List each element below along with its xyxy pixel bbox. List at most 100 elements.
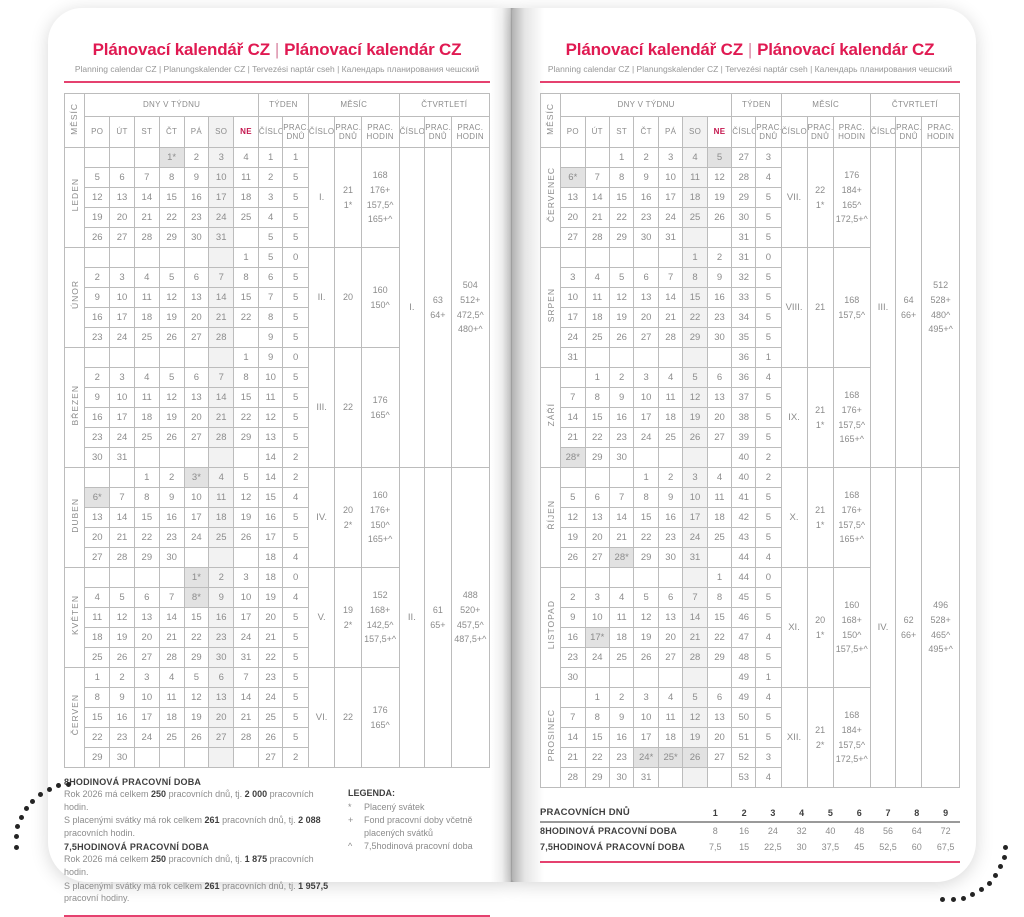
day-cell: 23	[158, 527, 185, 548]
day-cell: 8	[608, 167, 635, 188]
day-cell: 28	[560, 767, 586, 788]
month-label: DUBEN	[63, 467, 86, 568]
month-number-cell: X.	[780, 467, 808, 568]
day-cell	[682, 227, 708, 248]
day-cell: 12	[233, 487, 259, 508]
day-cell: 10	[560, 287, 586, 308]
head-quarter-hours: PRAC. HODIN	[450, 116, 491, 148]
worktime-75h-line2: S placenými svátky má rok celkem 261 pra…	[64, 880, 329, 904]
workdays-col-header: 6	[844, 804, 874, 823]
head-month-group: MĚSÍC	[780, 93, 871, 117]
day-cell: 31	[233, 647, 259, 668]
day-cell	[682, 667, 708, 688]
day-cell: 27	[84, 547, 111, 568]
day-cell	[682, 567, 708, 588]
day-cell: 27	[633, 327, 659, 348]
day-cell: 3	[560, 267, 586, 288]
day-cell: 30	[158, 547, 185, 568]
day-cell: 7	[208, 367, 235, 388]
week-workdays-cell: 2	[755, 467, 782, 488]
day-cell: 3	[633, 687, 659, 708]
head-month-hours: PRAC. HODIN	[360, 116, 400, 148]
legend-item: ^ 7,5hodinová pracovní doba	[348, 840, 490, 853]
day-cell: 20	[208, 707, 235, 728]
day-cell: 9	[109, 687, 135, 708]
week-workdays-cell: 5	[755, 507, 782, 528]
week-number-cell: 9	[257, 327, 284, 348]
day-cell	[183, 547, 210, 568]
day-cell: 12	[682, 387, 708, 408]
calendar-body-left: LEDEN 1* 2 3 4 1 1 I. 21 1* 168 176+ 157,5^ 165+^ I. 63…	[63, 147, 491, 768]
day-cell: 7	[133, 167, 160, 188]
month-label: KVĚTEN	[63, 567, 86, 668]
day-cell: 18	[657, 407, 684, 428]
workdays-row-label: 8HODINOVÁ PRACOVNÍ DOBA	[540, 826, 678, 836]
week-number-cell: 43	[731, 527, 757, 548]
day-cell: 13	[109, 187, 135, 208]
day-cell: 4	[208, 467, 235, 488]
week-workdays-cell: 5	[755, 227, 782, 248]
workdays-value-cell: 60	[911, 842, 922, 852]
day-cell: 7	[109, 487, 135, 508]
day-cell: 16	[657, 507, 684, 528]
day-cell: 2	[560, 587, 586, 608]
day-cell: 19	[706, 187, 733, 208]
page-title: Plánovací kalendář CZ | Plánovací kalendár…	[64, 40, 490, 60]
day-cell: 20	[560, 207, 586, 228]
week-number-cell: 51	[731, 727, 757, 748]
week-number-cell: 20	[257, 607, 284, 628]
month-hours-cell: 168 176+ 157,5^ 165+^	[360, 147, 400, 248]
day-cell: 11	[158, 687, 185, 708]
workdays-row-label: 7,5HODINOVÁ PRACOVNÍ DOBA	[540, 842, 686, 852]
day-cell: 1	[133, 467, 160, 488]
day-cell: 16	[633, 187, 659, 208]
day-cell: 26	[560, 547, 586, 568]
week-number-cell: 45	[731, 587, 757, 608]
week-workdays-cell: 5	[282, 387, 309, 408]
day-cell	[84, 147, 111, 168]
week-workdays-cell: 1	[755, 347, 782, 368]
day-cell: 17	[657, 187, 684, 208]
calendar-row: 25 26 27 28 29 30 31 22 5	[65, 647, 490, 668]
month-hours-cell: 168 157,5^	[832, 247, 871, 368]
calendar-row: 2 3 4 5 6 7 8 45 5	[541, 587, 960, 608]
day-cell: 25	[657, 427, 684, 448]
day-cell: 30	[706, 327, 733, 348]
workdays-value-cell: 56	[882, 826, 893, 836]
week-number-cell: 9	[257, 347, 284, 368]
month-number-cell: V.	[307, 567, 336, 668]
quarter-hours-cell: 504 512+ 472,5^ 480+^	[450, 147, 491, 468]
calendar-row: ČERVEN 1 2 3 4 5 6 7 23 5 VI. 22 176 165^	[63, 667, 490, 768]
day-cell: 4	[158, 667, 185, 688]
week-workdays-cell: 4	[282, 547, 309, 568]
month-workdays-cell: 20 2*	[334, 467, 362, 568]
head-quarter-number: ČÍSLO	[869, 116, 897, 148]
day-cell: 4	[706, 467, 733, 488]
workdays-value-cell: 48	[854, 826, 865, 836]
day-cell: 14	[608, 507, 635, 528]
day-cell: 16	[109, 707, 135, 728]
day-cell: 10	[584, 607, 610, 628]
day-cell: 24	[183, 527, 210, 548]
head-month-number: ČÍSLO	[780, 116, 808, 148]
week-number-cell: 49	[731, 687, 757, 708]
day-cell: 18	[657, 727, 684, 748]
day-cell: 30	[109, 747, 135, 768]
month-hours-cell: 160 150^	[360, 247, 400, 348]
header-rule	[64, 81, 490, 83]
day-cell: 17	[133, 707, 160, 728]
week-workdays-cell: 5	[282, 647, 309, 668]
day-cell: 21	[657, 307, 684, 328]
day-cell: 28	[133, 227, 160, 248]
head-month-number: ČÍSLO	[307, 116, 336, 148]
week-workdays-cell: 0	[755, 567, 782, 588]
day-cell: 5	[233, 467, 259, 488]
day-cell: 5	[109, 587, 135, 608]
day-cell	[682, 767, 708, 788]
week-number-cell: 22	[257, 647, 284, 668]
head-week-number: ČÍSLO	[257, 116, 284, 148]
day-cell	[608, 467, 635, 488]
title-cz: Plánovací kalendář CZ	[92, 40, 270, 59]
day-cell: 1	[233, 347, 259, 368]
day-cell: 3	[133, 667, 160, 688]
